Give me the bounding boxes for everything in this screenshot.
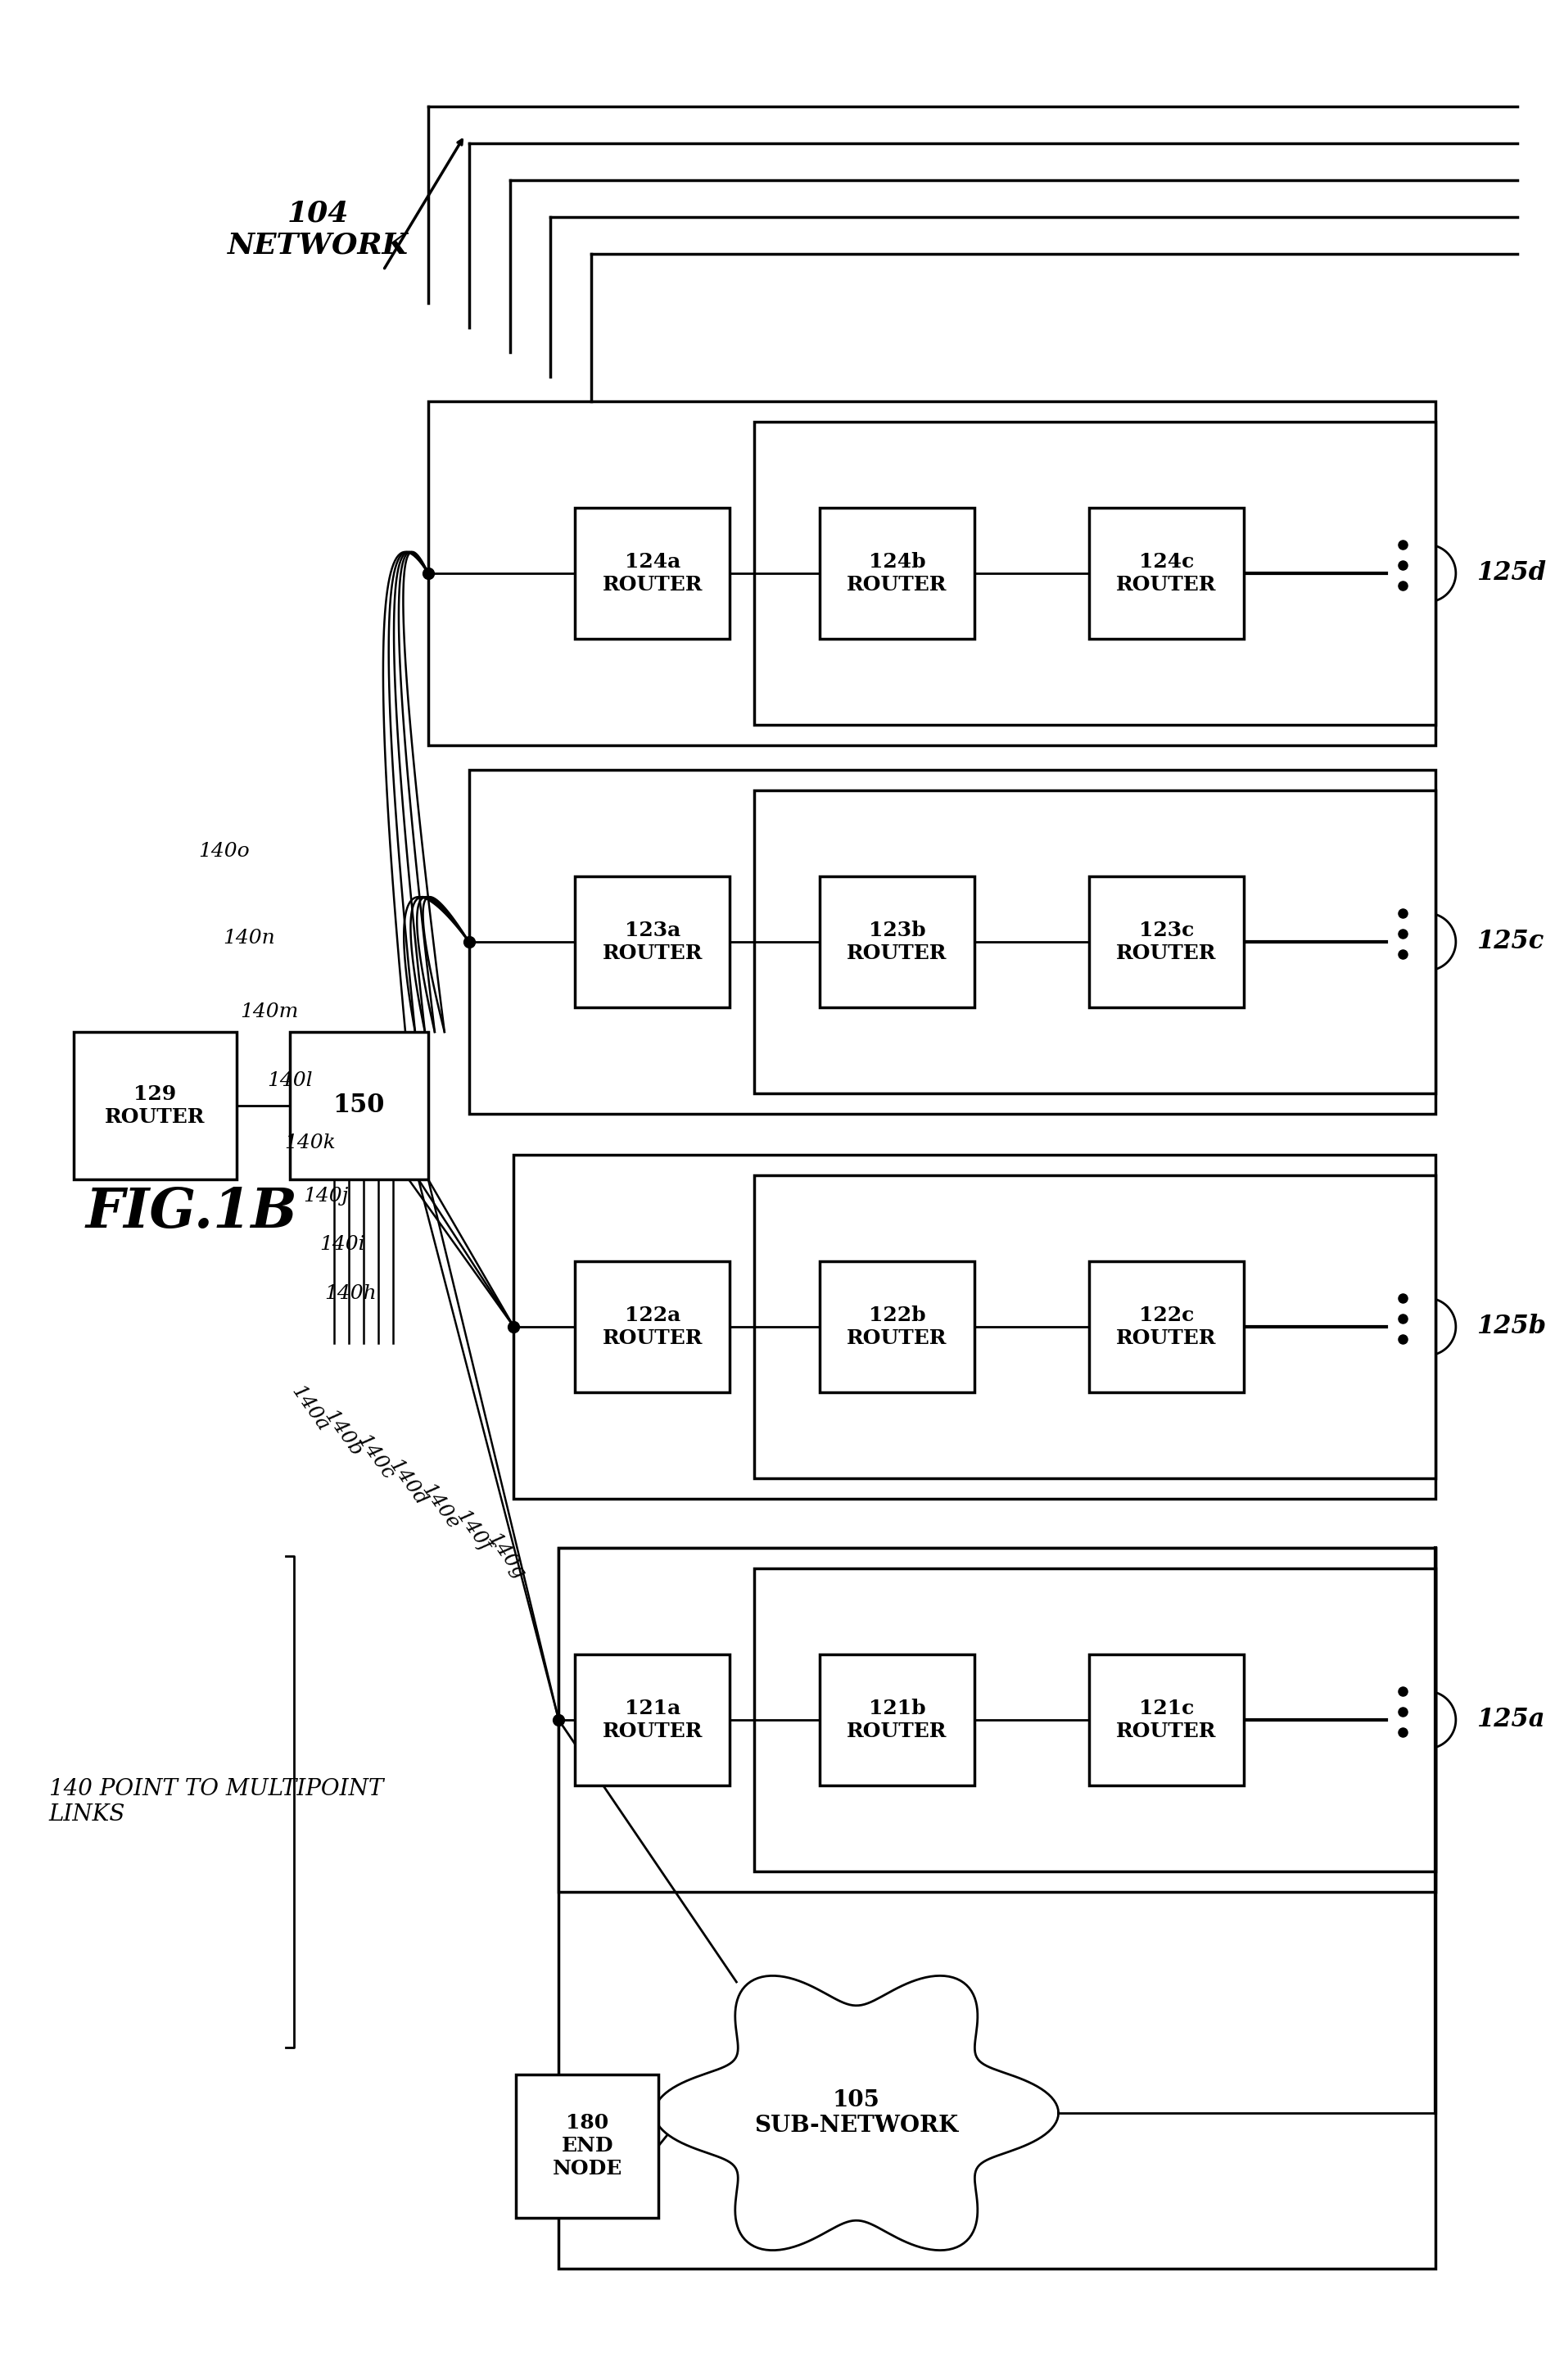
Bar xyxy=(469,769,1436,1114)
Text: 125a: 125a xyxy=(1476,1706,1545,1733)
Text: 104
NETWORK: 104 NETWORK xyxy=(228,200,408,259)
Bar xyxy=(516,2073,658,2218)
Text: 140n: 140n xyxy=(222,928,275,947)
Bar xyxy=(1089,507,1243,638)
Bar xyxy=(754,790,1436,1092)
Text: 121b
ROUTER: 121b ROUTER xyxy=(848,1699,948,1742)
Text: 140d: 140d xyxy=(385,1457,430,1509)
Text: 140e: 140e xyxy=(418,1480,463,1533)
Bar xyxy=(576,1654,730,1785)
Text: 123a
ROUTER: 123a ROUTER xyxy=(602,921,702,964)
Text: 140 POINT TO MULTIPOINT
LINKS: 140 POINT TO MULTIPOINT LINKS xyxy=(48,1778,383,1825)
Text: 122a
ROUTER: 122a ROUTER xyxy=(602,1307,702,1347)
Bar xyxy=(576,876,730,1007)
Bar xyxy=(515,1154,1436,1499)
Text: 140o: 140o xyxy=(199,843,250,862)
Bar xyxy=(820,1654,974,1785)
Text: 123c
ROUTER: 123c ROUTER xyxy=(1117,921,1217,964)
Text: 140f: 140f xyxy=(452,1507,494,1557)
Text: 140i: 140i xyxy=(319,1235,366,1254)
Bar xyxy=(576,507,730,638)
Bar xyxy=(558,1547,1436,1892)
Bar xyxy=(754,1176,1436,1478)
Text: 121a
ROUTER: 121a ROUTER xyxy=(602,1699,702,1742)
Bar xyxy=(1089,876,1243,1007)
Text: FIG.1B: FIG.1B xyxy=(86,1185,297,1238)
Text: 124b
ROUTER: 124b ROUTER xyxy=(848,552,948,595)
Text: 140l: 140l xyxy=(267,1071,313,1090)
Text: 140g: 140g xyxy=(483,1530,529,1583)
Text: 150: 150 xyxy=(333,1092,385,1119)
Text: 124a
ROUTER: 124a ROUTER xyxy=(602,552,702,595)
Polygon shape xyxy=(654,1975,1059,2249)
Text: 140m: 140m xyxy=(239,1002,299,1021)
Text: 122b
ROUTER: 122b ROUTER xyxy=(848,1307,948,1347)
Text: 129
ROUTER: 129 ROUTER xyxy=(105,1085,205,1126)
Text: 140h: 140h xyxy=(325,1285,377,1304)
Bar xyxy=(74,1033,236,1180)
Text: 121c
ROUTER: 121c ROUTER xyxy=(1117,1699,1217,1742)
Bar xyxy=(1089,1261,1243,1392)
Text: 140j: 140j xyxy=(303,1185,349,1204)
Text: 125d: 125d xyxy=(1476,562,1545,585)
Bar xyxy=(576,1261,730,1392)
Bar xyxy=(558,1547,1436,2268)
Bar xyxy=(820,876,974,1007)
Text: 122c
ROUTER: 122c ROUTER xyxy=(1117,1307,1217,1347)
Text: 123b
ROUTER: 123b ROUTER xyxy=(848,921,948,964)
Text: 125c: 125c xyxy=(1476,928,1544,954)
Text: 140a: 140a xyxy=(288,1383,332,1435)
Text: 140c: 140c xyxy=(353,1433,397,1483)
Text: 125b: 125b xyxy=(1476,1314,1545,1340)
Text: 180
END
NODE: 180 END NODE xyxy=(552,2113,622,2178)
Bar xyxy=(820,1261,974,1392)
Bar xyxy=(754,421,1436,726)
Text: 140b: 140b xyxy=(321,1407,366,1459)
Bar xyxy=(754,1568,1436,1871)
Bar xyxy=(1089,1654,1243,1785)
Bar xyxy=(820,507,974,638)
Text: 124c
ROUTER: 124c ROUTER xyxy=(1117,552,1217,595)
Text: 140k: 140k xyxy=(285,1133,336,1152)
Bar xyxy=(429,402,1436,745)
Text: 105
SUB-NETWORK: 105 SUB-NETWORK xyxy=(754,2090,959,2137)
Bar xyxy=(289,1033,429,1180)
